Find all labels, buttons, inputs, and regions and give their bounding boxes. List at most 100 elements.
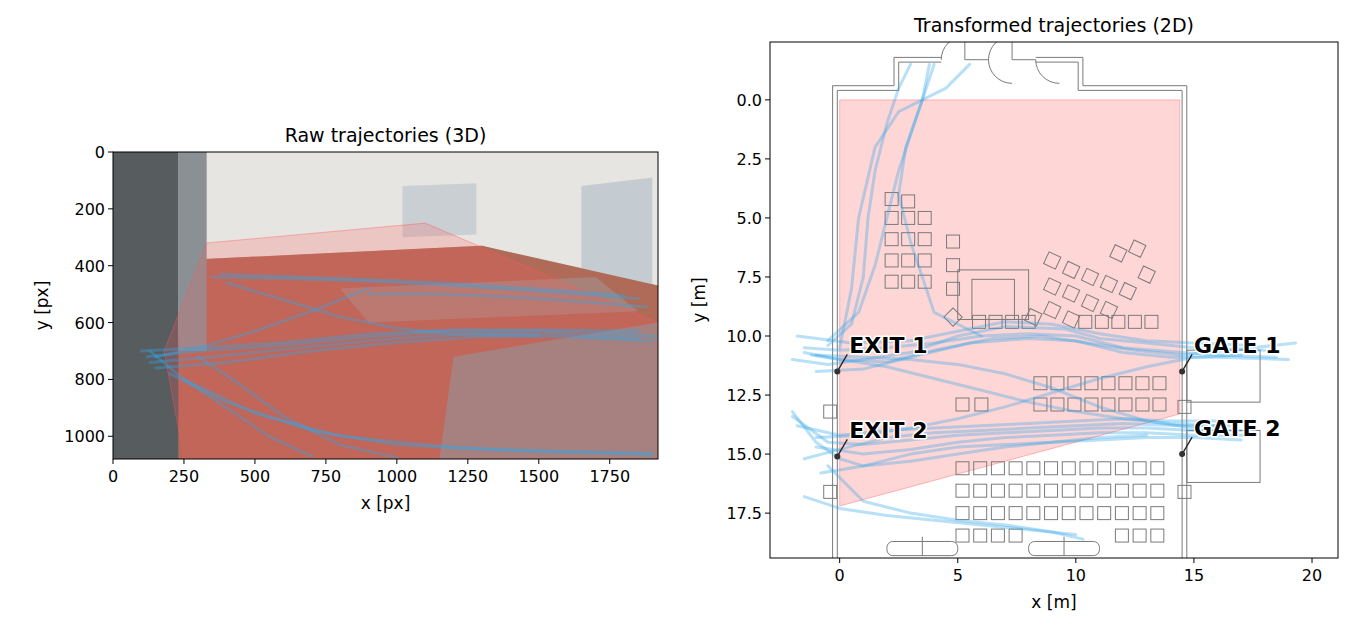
wall	[1036, 62, 1182, 558]
chair	[991, 529, 1004, 542]
chair	[918, 211, 931, 224]
chair	[1062, 484, 1075, 497]
door	[922, 537, 923, 556]
chair	[1110, 245, 1127, 262]
trajectory	[792, 416, 1241, 444]
chair	[947, 282, 960, 295]
annotation-label: EXIT 1	[849, 333, 927, 358]
chair	[1027, 507, 1040, 520]
y-tick	[765, 395, 770, 396]
chair	[974, 529, 987, 542]
chair	[1009, 529, 1022, 542]
chair	[1151, 529, 1164, 542]
chair	[974, 462, 987, 475]
y-tick	[765, 158, 770, 159]
x-tick	[609, 459, 610, 464]
y-tick-label: 5.0	[737, 209, 762, 228]
floor-plan	[824, 42, 1260, 558]
x-tick	[325, 459, 326, 464]
y-axis-title: y [px]	[32, 281, 52, 331]
chair	[885, 275, 898, 288]
chair	[956, 484, 969, 497]
y-tick-label: 1000	[64, 427, 105, 446]
chair	[1112, 315, 1125, 328]
chair	[956, 507, 969, 520]
trajectory	[828, 466, 1083, 539]
chair	[1129, 240, 1146, 257]
chair	[1178, 400, 1191, 413]
chair	[1098, 507, 1111, 520]
x-tick-label: 1500	[518, 467, 559, 486]
y-tick	[765, 217, 770, 218]
x-tick-label: 1750	[589, 467, 630, 486]
chair	[1009, 484, 1022, 497]
chair	[824, 405, 837, 418]
y-tick	[108, 379, 113, 380]
chair	[1100, 301, 1117, 318]
chair	[947, 235, 960, 248]
chair	[1062, 285, 1079, 302]
chair	[1045, 484, 1058, 497]
door	[1064, 537, 1065, 556]
plot-area	[113, 152, 658, 459]
plot-area	[792, 42, 1295, 558]
title: Transformed trajectories (2D)	[913, 14, 1194, 36]
annotation-dot	[1179, 368, 1185, 374]
trajectory	[156, 288, 369, 356]
trajectory	[150, 351, 312, 456]
trajectory	[221, 274, 624, 295]
chair	[1153, 398, 1166, 411]
chair	[1095, 315, 1108, 328]
door	[988, 42, 1059, 83]
chair	[1115, 529, 1128, 542]
y-tick-label: 600	[74, 314, 105, 333]
y-tick	[765, 276, 770, 277]
chair	[1009, 462, 1022, 475]
trajectory	[828, 64, 930, 340]
x-tick-label: 250	[169, 467, 200, 486]
y-tick-label: 17.5	[726, 504, 762, 523]
chair	[1119, 283, 1136, 300]
chair	[1115, 462, 1128, 475]
wall	[1036, 57, 1187, 558]
chair	[1145, 315, 1158, 328]
y-tick-label: 7.5	[737, 268, 762, 287]
chair	[1080, 462, 1093, 475]
chair	[1079, 315, 1092, 328]
panel: 0250500750100012501500175002004006008001…	[32, 124, 658, 513]
chair	[902, 254, 915, 267]
y-tick	[108, 152, 113, 153]
y-tick-label: 15.0	[726, 445, 762, 464]
trajectories	[792, 64, 1295, 539]
chair	[1009, 507, 1022, 520]
x-tick	[467, 459, 468, 464]
y-tick	[765, 513, 770, 514]
y-tick	[108, 208, 113, 209]
axes-frame	[113, 152, 658, 459]
chair	[974, 484, 987, 497]
chair	[885, 254, 898, 267]
trajectory	[369, 294, 647, 307]
trajectory	[840, 64, 970, 347]
chair	[1136, 377, 1149, 390]
y-tick-label: 10.0	[726, 327, 762, 346]
chair	[956, 529, 969, 542]
chair	[1178, 485, 1191, 498]
chair	[824, 485, 837, 498]
x-tick	[1075, 558, 1076, 563]
trajectory	[184, 379, 652, 454]
trajectory	[792, 412, 1146, 466]
x-tick-label: 750	[311, 467, 342, 486]
x-tick	[254, 459, 255, 464]
chair	[902, 195, 915, 208]
chair	[956, 398, 969, 411]
y-tick-label: 0.0	[737, 91, 762, 110]
annotation-dot	[834, 453, 840, 459]
x-tick	[839, 558, 840, 563]
x-tick	[396, 459, 397, 464]
chair	[1044, 278, 1061, 295]
chair	[1151, 484, 1164, 497]
y-axis-title: y [m]	[689, 277, 709, 322]
chair	[974, 507, 987, 520]
y-tick-label: 0	[95, 143, 105, 162]
